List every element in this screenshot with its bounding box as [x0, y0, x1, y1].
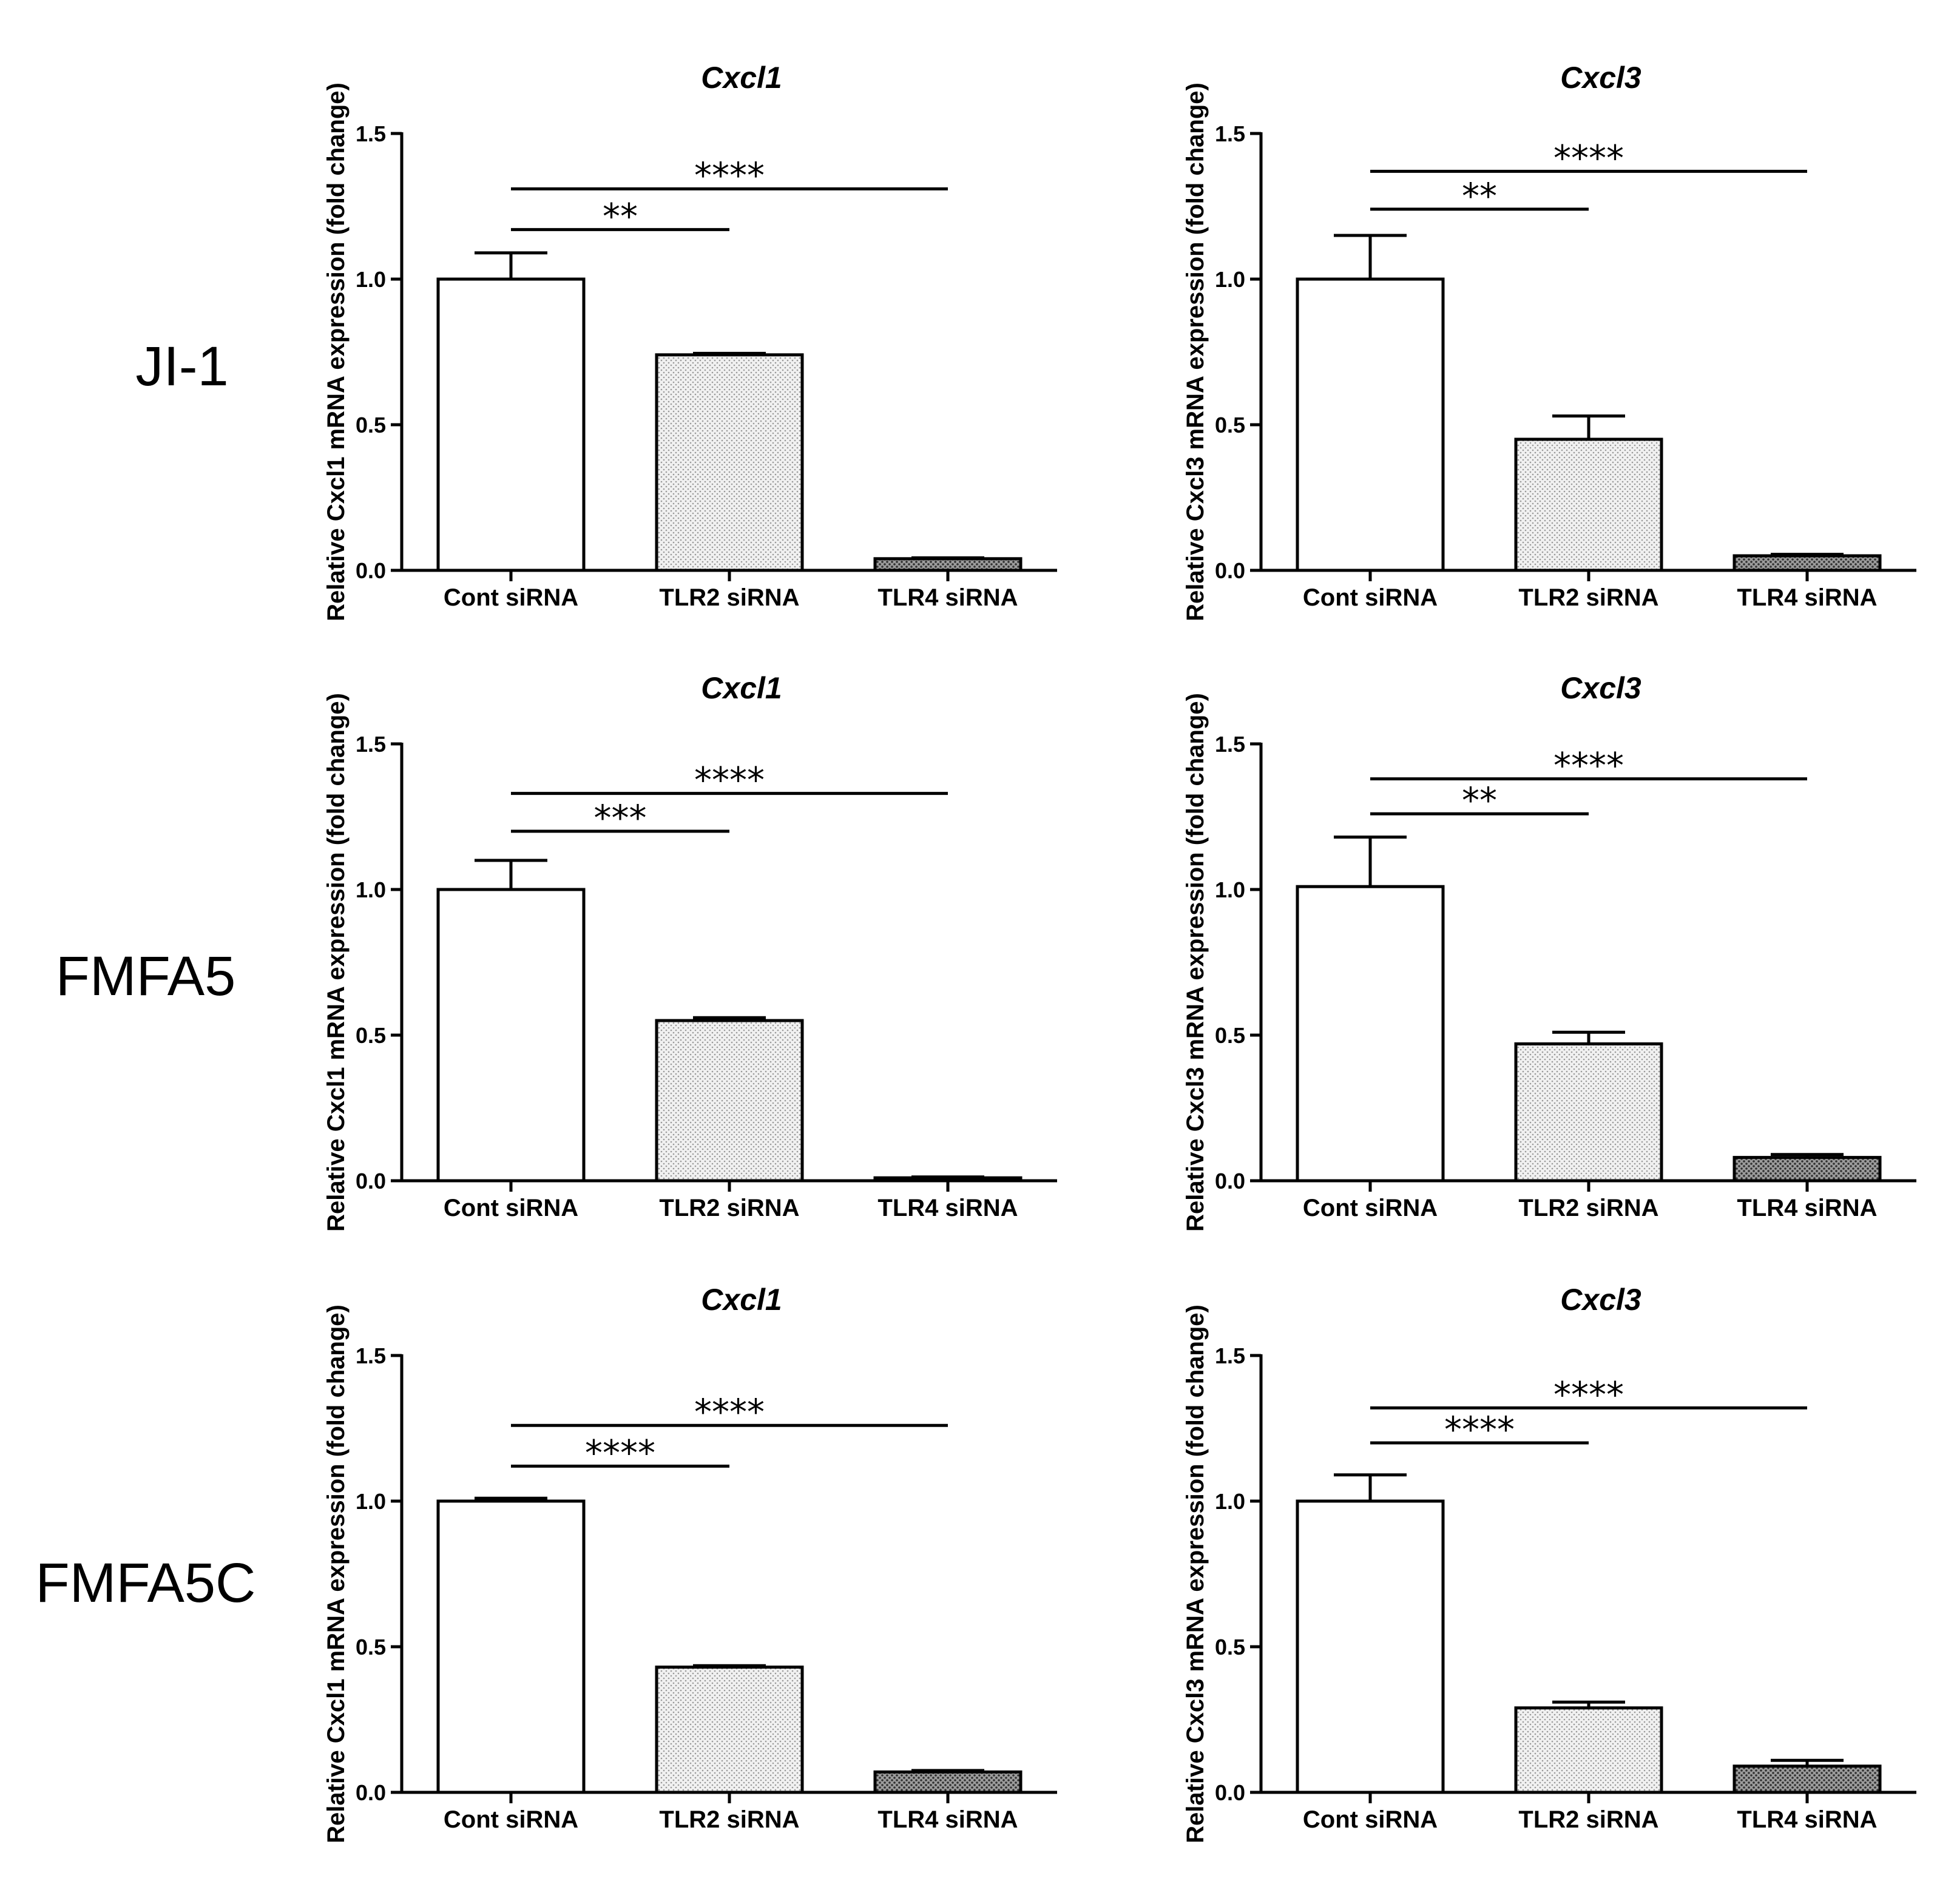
x-tick-label: Cont siRNA	[444, 584, 578, 611]
x-tick-label: Cont siRNA	[444, 1195, 578, 1221]
y-axis-label: Relative Cxcl3 mRNA expression (fold cha…	[1182, 1305, 1209, 1843]
y-tick-label: 1.5	[356, 1343, 386, 1368]
y-tick-label: 1.5	[356, 121, 386, 146]
x-tick-label: TLR2 siRNA	[1518, 1806, 1658, 1833]
x-tick-label: TLR4 siRNA	[1737, 1195, 1877, 1221]
y-tick-label: 1.0	[1215, 267, 1245, 292]
bar	[1514, 1706, 1663, 1794]
y-tick-label: 0.0	[1215, 558, 1245, 583]
x-tick-label: Cont siRNA	[1303, 1195, 1438, 1221]
x-tick-label: TLR4 siRNA	[1737, 1806, 1877, 1833]
y-tick-label: 0.5	[356, 1635, 386, 1659]
bar	[436, 888, 586, 1183]
bar	[1296, 885, 1445, 1183]
y-axis-label: Relative Cxcl1 mRNA expression (fold cha…	[323, 83, 350, 621]
y-axis-label: Relative Cxcl3 mRNA expression (fold cha…	[1182, 83, 1209, 621]
bar	[1296, 277, 1445, 572]
chart-title: Cxcl1	[701, 61, 782, 95]
y-tick-label: 0.0	[1215, 1780, 1245, 1805]
significance-label: ****	[694, 155, 765, 196]
y-tick-label: 1.0	[356, 877, 386, 902]
chart-title: Cxcl3	[1560, 61, 1641, 95]
y-axis-label: Relative Cxcl1 mRNA expression (fold cha…	[323, 693, 350, 1232]
row-labels: JI-1 FMFA5 FMFA5C	[36, 336, 256, 1614]
significance-label: ****	[694, 760, 765, 801]
y-tick-label: 0.5	[356, 413, 386, 437]
bar	[1514, 437, 1663, 572]
y-tick-label: 1.5	[1215, 732, 1245, 757]
x-tick-label: TLR2 siRNA	[1518, 1195, 1658, 1221]
panel-ji-1-cxcl1: Cxcl1 Relative Cxcl1 mRNA expression (fol…	[323, 61, 1057, 621]
x-tick-label: TLR2 siRNA	[659, 584, 799, 611]
x-tick-label: TLR4 siRNA	[877, 1195, 1018, 1221]
row-label-fmfa5c: FMFA5C	[36, 1552, 256, 1614]
significance-label: ****	[1553, 745, 1624, 786]
panel-fmfa5-cxcl1: Cxcl1 Relative Cxcl1 mRNA expression (fol…	[323, 671, 1057, 1232]
significance-label: ****	[1553, 137, 1624, 178]
y-tick-label: 0.5	[1215, 1635, 1245, 1659]
significance-label: ***	[594, 797, 647, 839]
y-tick-label: 0.0	[356, 1169, 386, 1193]
significance-label: ****	[1553, 1374, 1624, 1415]
row-label-ji-1: JI-1	[135, 336, 228, 397]
x-tick-label: TLR2 siRNA	[659, 1195, 799, 1221]
y-tick-label: 1.0	[1215, 1489, 1245, 1514]
y-tick-label: 0.5	[356, 1023, 386, 1048]
x-tick-label: TLR4 siRNA	[877, 1806, 1018, 1833]
y-tick-label: 1.5	[1215, 1343, 1245, 1368]
bar	[1732, 1764, 1882, 1794]
y-tick-label: 0.0	[356, 1780, 386, 1805]
bar	[655, 1666, 804, 1794]
bar	[655, 1019, 804, 1183]
x-tick-label: Cont siRNA	[1303, 1806, 1438, 1833]
significance-label: ****	[694, 1391, 765, 1433]
significance-label: ****	[585, 1432, 655, 1473]
x-tick-label: TLR4 siRNA	[1737, 584, 1877, 611]
bar	[436, 277, 586, 572]
bar	[436, 1499, 586, 1794]
significance-label: **	[603, 195, 638, 237]
panel-fmfa5c-cxcl3: Cxcl3 Relative Cxcl3 mRNA expression (fol…	[1182, 1283, 1916, 1843]
chart-title: Cxcl1	[701, 1283, 782, 1317]
chart-title: Cxcl3	[1560, 1283, 1641, 1317]
x-tick-label: TLR4 siRNA	[877, 584, 1018, 611]
chart-title: Cxcl1	[701, 671, 782, 705]
y-tick-label: 0.0	[1215, 1169, 1245, 1193]
panel-fmfa5-cxcl3: Cxcl3 Relative Cxcl3 mRNA expression (fol…	[1182, 671, 1916, 1232]
y-tick-label: 0.5	[1215, 413, 1245, 437]
bar	[655, 353, 804, 572]
y-tick-label: 1.0	[356, 267, 386, 292]
x-tick-label: Cont siRNA	[1303, 584, 1438, 611]
y-tick-label: 1.5	[356, 732, 386, 757]
y-axis-label: Relative Cxcl3 mRNA expression (fold cha…	[1182, 693, 1209, 1232]
bar	[1732, 554, 1882, 572]
significance-label: **	[1462, 175, 1497, 217]
x-tick-label: TLR2 siRNA	[1518, 584, 1658, 611]
bar	[1514, 1042, 1663, 1183]
y-tick-label: 1.5	[1215, 121, 1245, 146]
bar	[873, 557, 1023, 572]
bar	[1732, 1156, 1882, 1183]
y-tick-label: 0.0	[356, 558, 386, 583]
significance-label: ****	[1444, 1409, 1515, 1450]
row-label-fmfa5: FMFA5	[56, 945, 235, 1007]
y-tick-label: 0.5	[1215, 1023, 1245, 1048]
x-tick-label: TLR2 siRNA	[659, 1806, 799, 1833]
panel-fmfa5c-cxcl1: Cxcl1 Relative Cxcl1 mRNA expression (fol…	[323, 1283, 1057, 1843]
y-tick-label: 1.0	[1215, 877, 1245, 902]
y-tick-label: 1.0	[356, 1489, 386, 1514]
bar	[1296, 1499, 1445, 1794]
bar	[873, 1770, 1023, 1794]
panel-ji-1-cxcl3: Cxcl3 Relative Cxcl3 mRNA expression (fol…	[1182, 61, 1916, 621]
y-axis-label: Relative Cxcl1 mRNA expression (fold cha…	[323, 1305, 350, 1843]
chart-panels: Cxcl1 Relative Cxcl1 mRNA expression (fol…	[323, 61, 1916, 1843]
chart-title: Cxcl3	[1560, 671, 1641, 705]
significance-label: **	[1462, 780, 1497, 821]
x-tick-label: Cont siRNA	[444, 1806, 578, 1833]
